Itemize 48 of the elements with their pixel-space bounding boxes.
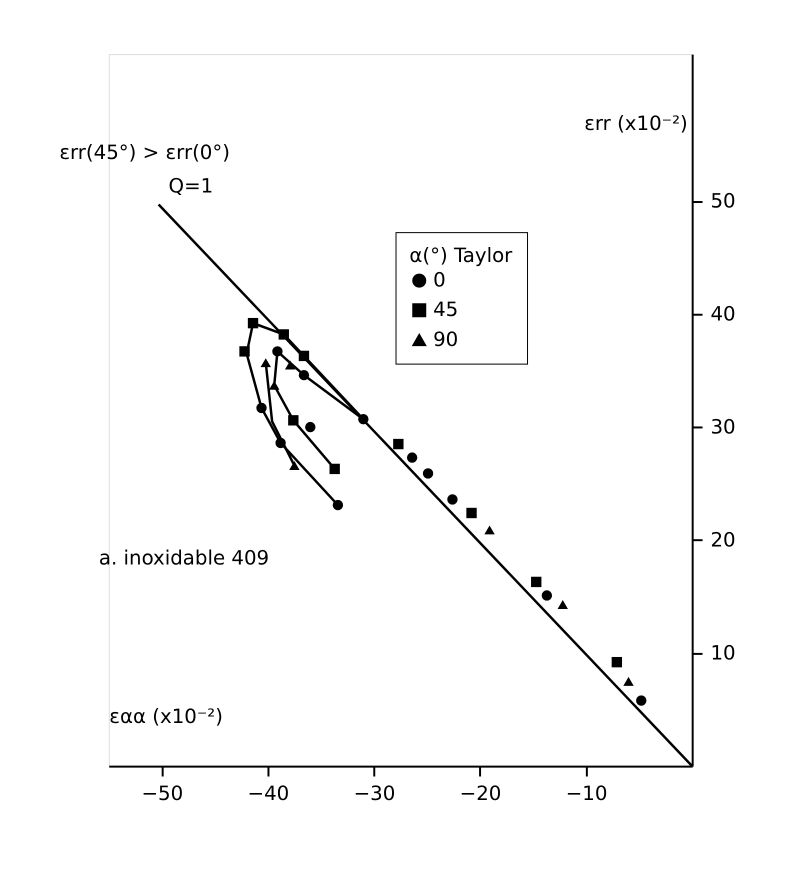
y-tick-label: 10 bbox=[710, 642, 736, 665]
point bbox=[256, 402, 267, 414]
point bbox=[466, 508, 477, 518]
y-tick-label: 30 bbox=[710, 416, 736, 439]
point bbox=[284, 360, 296, 370]
annotation: εrr(45°) > εrr(0°) bbox=[59, 141, 230, 164]
y-tick-label: 50 bbox=[710, 190, 736, 213]
y-tick-label: 40 bbox=[710, 302, 736, 326]
point bbox=[272, 346, 283, 357]
point bbox=[358, 414, 369, 424]
annotation: a. inoxidable 409 bbox=[98, 546, 270, 570]
point bbox=[305, 422, 316, 432]
point bbox=[260, 358, 271, 368]
point bbox=[558, 600, 568, 610]
x-tick-label: −30 bbox=[354, 782, 396, 806]
point bbox=[636, 695, 646, 706]
point bbox=[239, 346, 250, 357]
y-axis-title: εrr (x10⁻²) bbox=[584, 112, 688, 135]
point bbox=[332, 500, 344, 510]
point bbox=[269, 380, 280, 390]
point bbox=[623, 676, 634, 686]
x-tick-label: −10 bbox=[566, 782, 608, 806]
point bbox=[612, 656, 622, 668]
point bbox=[278, 329, 289, 340]
point bbox=[393, 438, 404, 450]
point bbox=[542, 590, 552, 601]
point bbox=[422, 468, 434, 479]
legend-label: 0 bbox=[433, 268, 446, 292]
x-tick-label: −50 bbox=[141, 782, 184, 806]
point bbox=[298, 350, 310, 362]
legend-title: α(°) Taylor bbox=[409, 244, 514, 267]
point bbox=[330, 464, 340, 474]
y-tick-label: 20 bbox=[710, 528, 736, 552]
legend-label: 90 bbox=[433, 328, 458, 351]
point bbox=[447, 494, 458, 505]
point bbox=[298, 370, 310, 380]
x-tick-label: −40 bbox=[248, 782, 290, 806]
legend-label: 45 bbox=[433, 298, 458, 322]
point bbox=[484, 525, 495, 534]
point bbox=[531, 576, 542, 588]
series-label: Q=1 bbox=[168, 174, 214, 198]
point bbox=[275, 438, 286, 448]
x-tick-label: −20 bbox=[460, 782, 502, 806]
point bbox=[288, 415, 299, 426]
x-axis-title: εαα (x10⁻²) bbox=[109, 705, 223, 728]
point bbox=[406, 452, 418, 463]
point bbox=[289, 461, 300, 470]
point bbox=[248, 318, 258, 328]
